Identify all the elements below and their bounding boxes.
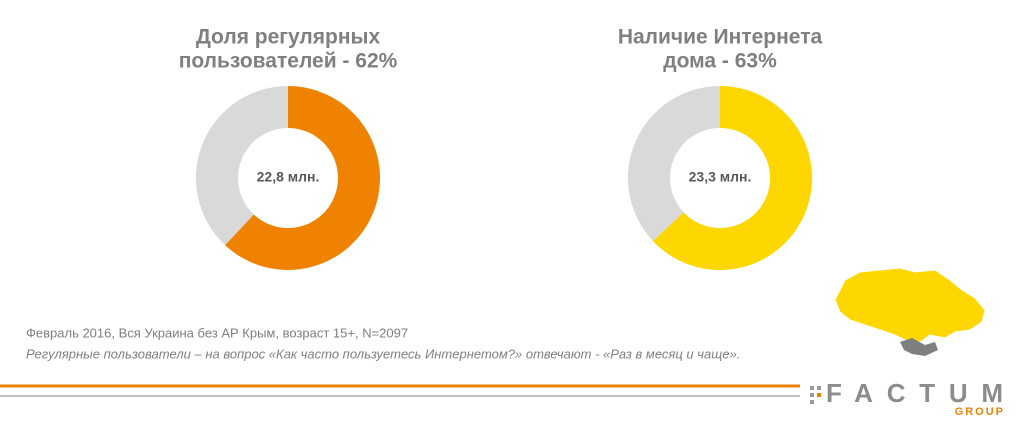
- chart-title: дома - 63%: [663, 50, 777, 73]
- donut-slice: [225, 86, 381, 270]
- logo-dot: [817, 386, 821, 390]
- footnote: Февраль 2016, Вся Украина без АР Крым, в…: [26, 325, 408, 340]
- logo-sub: GROUP: [955, 406, 1005, 418]
- logo-dot: [817, 393, 821, 397]
- map-crimea: [900, 338, 938, 356]
- chart-title: пользователей - 62%: [179, 50, 398, 73]
- chart-title: Наличие Интернета: [618, 26, 823, 49]
- logo-name: FACTUM: [826, 378, 1006, 408]
- donut-slice: [196, 86, 288, 246]
- logo-dot: [810, 386, 814, 390]
- map-ukraine: [834, 267, 986, 343]
- chart-title: Доля регулярных: [196, 26, 381, 49]
- center-label: 23,3 млн.: [689, 169, 752, 185]
- footnote: Регулярные пользователи – на вопрос «Как…: [26, 346, 740, 361]
- center-label: 22,8 млн.: [257, 169, 320, 185]
- logo-dot: [810, 400, 814, 404]
- donut-slice: [652, 86, 812, 270]
- logo-dot: [810, 393, 814, 397]
- logo: FACTUM GROUP: [810, 378, 1006, 418]
- donut-slice: [628, 86, 720, 241]
